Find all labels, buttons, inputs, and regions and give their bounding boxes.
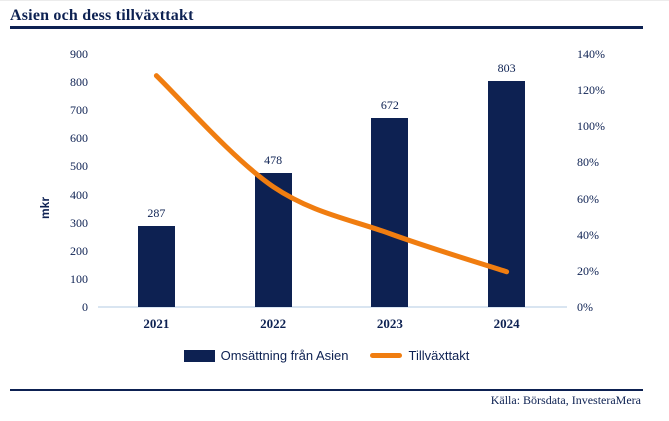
- line-series-swatch-icon: [370, 353, 403, 358]
- bar-series-label: Omsättning från Asien: [220, 348, 349, 363]
- left-axis-tick-label: 300: [70, 215, 88, 230]
- left-axis-tick-label: 900: [70, 47, 88, 61]
- right-axis-tick-label: 80%: [577, 155, 599, 170]
- chart-legend: Omsättning från Asien Tillväxttakt: [10, 348, 643, 363]
- chart-area: mkr 0 100 200 300 400 500 600 700 800 900 0% 20% 40%…: [0, 31, 669, 351]
- revenue-bar-2021: [137, 226, 175, 307]
- left-axis-tick-label: 0: [82, 300, 88, 314]
- left-axis-tick-label: 600: [70, 131, 88, 146]
- footer-rule: [10, 389, 643, 391]
- bar-value-label: 287: [147, 206, 166, 221]
- left-axis-tick-label: 200: [70, 243, 88, 258]
- left-axis-tick-label: 100: [70, 271, 88, 286]
- x-axis-category-label: 2022: [260, 316, 287, 331]
- bar-value-label: 672: [380, 98, 399, 113]
- bar-value-label: 478: [264, 152, 283, 167]
- right-axis-tick-label: 120%: [577, 83, 605, 98]
- line-series-label: Tillväxttakt: [408, 348, 470, 363]
- bar-series-swatch-icon: [183, 349, 215, 362]
- right-axis-tick-label: 20%: [577, 263, 599, 278]
- left-axis-tick-label: 800: [70, 75, 88, 90]
- x-axis-category-label: 2024: [493, 316, 520, 331]
- left-axis-tick-label: 700: [70, 103, 88, 118]
- left-axis-tick-label: 400: [70, 187, 88, 202]
- legend-item-revenue: Omsättning från Asien: [183, 348, 349, 363]
- growth-line-chart: [153, 73, 510, 275]
- revenue-bar-2023: [371, 118, 409, 307]
- title-rule: [10, 26, 643, 29]
- right-axis-tick-label: 40%: [577, 227, 599, 242]
- x-axis-category-label: 2021: [143, 316, 170, 331]
- revenue-bar-2022: [254, 172, 292, 307]
- legend-item-growth: Tillväxttakt: [370, 348, 469, 363]
- right-axis-tick-label: 60%: [577, 191, 599, 206]
- x-axis-line: [98, 306, 567, 308]
- bar-value-label: 803: [497, 61, 516, 76]
- source-note: Källa: Börsdata, InvesteraMera: [490, 393, 641, 407]
- right-axis-tick-label: 100%: [577, 119, 605, 134]
- growth-line-path: [153, 73, 510, 275]
- right-axis-tick-label: 140%: [577, 47, 605, 61]
- x-axis-category-label: 2023: [376, 316, 403, 331]
- left-axis-tick-label: 500: [70, 159, 88, 174]
- right-axis-tick-label: 0%: [577, 300, 593, 314]
- chart-title: Asien och dess tillväxttakt: [10, 7, 194, 24]
- revenue-bar-2024: [488, 81, 526, 307]
